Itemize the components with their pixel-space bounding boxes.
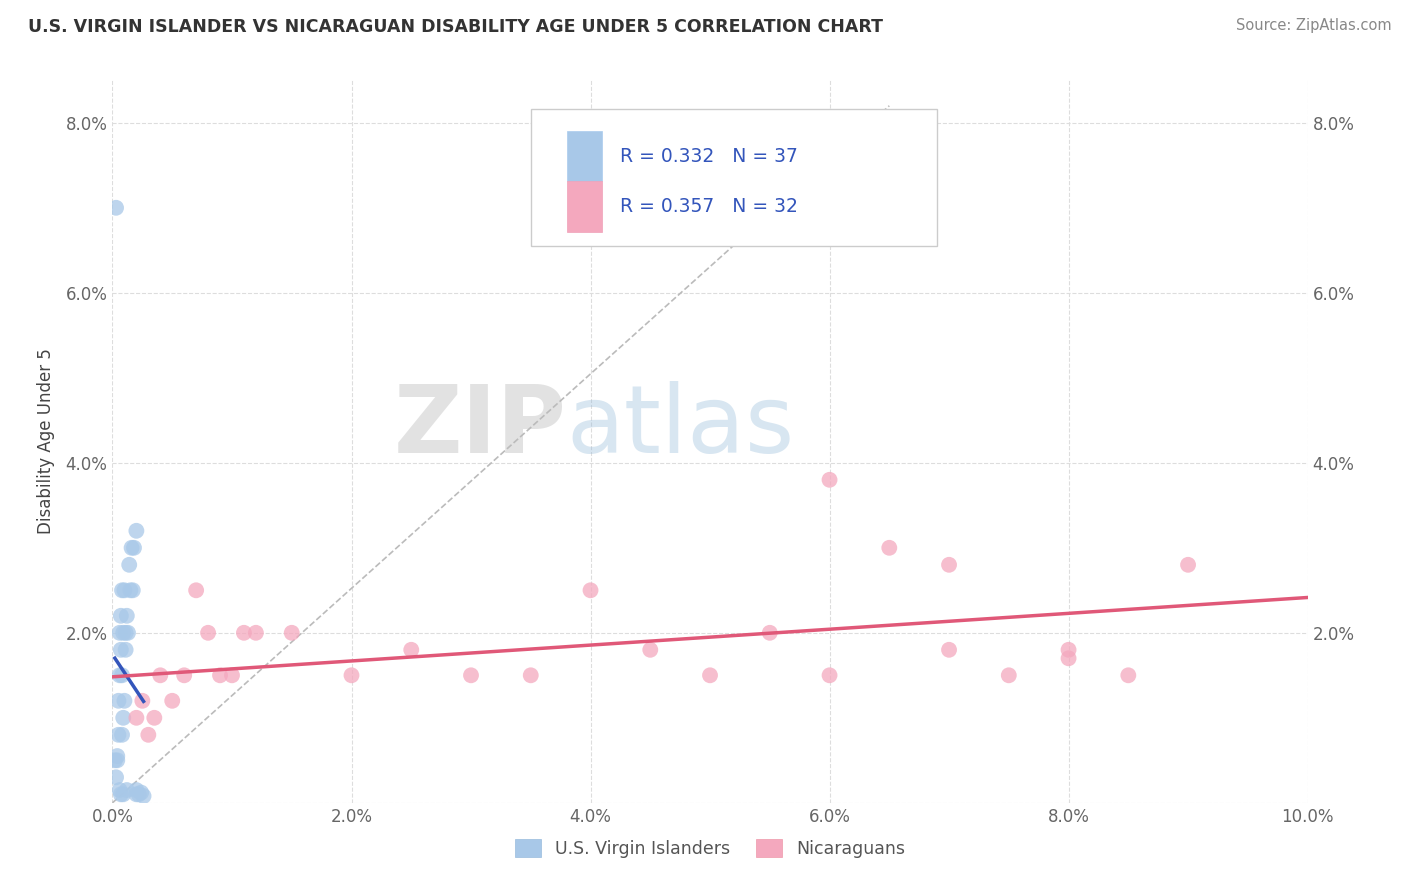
Point — [125, 783, 148, 797]
FancyBboxPatch shape — [567, 181, 603, 232]
Point — [209, 668, 232, 682]
Point — [149, 668, 172, 682]
Point — [938, 642, 960, 657]
Point — [114, 694, 135, 708]
Point — [1057, 651, 1080, 665]
Point — [460, 668, 482, 682]
Point — [129, 786, 152, 800]
Point — [128, 787, 150, 801]
Point — [108, 625, 131, 640]
Point — [138, 728, 160, 742]
Text: R = 0.357   N = 32: R = 0.357 N = 32 — [620, 197, 799, 216]
Point — [1177, 558, 1199, 572]
Point — [125, 711, 148, 725]
Text: U.S. VIRGIN ISLANDER VS NICARAGUAN DISABILITY AGE UNDER 5 CORRELATION CHART: U.S. VIRGIN ISLANDER VS NICARAGUAN DISAB… — [28, 18, 883, 36]
FancyBboxPatch shape — [567, 131, 603, 181]
Point — [104, 753, 127, 767]
Point — [640, 642, 662, 657]
Point — [818, 473, 841, 487]
Point — [998, 668, 1021, 682]
Point — [122, 541, 145, 555]
Point — [111, 668, 134, 682]
Point — [112, 711, 135, 725]
Legend: U.S. Virgin Islanders, Nicaraguans: U.S. Virgin Islanders, Nicaraguans — [506, 830, 914, 866]
Point — [143, 711, 166, 725]
FancyBboxPatch shape — [531, 109, 938, 246]
Point — [105, 770, 128, 784]
Point — [1118, 668, 1140, 682]
Point — [120, 583, 142, 598]
Point — [117, 625, 139, 640]
Point — [110, 642, 132, 657]
Point — [110, 787, 132, 801]
Point — [132, 789, 155, 803]
Point — [340, 668, 363, 682]
Text: atlas: atlas — [567, 381, 794, 473]
Point — [105, 753, 128, 767]
Point — [121, 541, 143, 555]
Point — [107, 694, 129, 708]
Point — [245, 625, 267, 640]
Point — [114, 583, 135, 598]
Point — [186, 583, 208, 598]
Point — [108, 783, 131, 797]
Point — [107, 728, 129, 742]
Point — [121, 583, 143, 598]
Point — [118, 558, 141, 572]
Point — [125, 524, 148, 538]
Point — [879, 541, 901, 555]
Y-axis label: Disability Age Under 5: Disability Age Under 5 — [37, 349, 55, 534]
Point — [115, 608, 138, 623]
Point — [233, 625, 256, 640]
Point — [112, 625, 135, 640]
Point — [114, 642, 136, 657]
Point — [112, 787, 135, 801]
Point — [105, 749, 128, 764]
Point — [115, 783, 138, 797]
Point — [162, 694, 183, 708]
Point — [114, 625, 136, 640]
Point — [221, 668, 243, 682]
Point — [520, 668, 543, 682]
Point — [938, 558, 960, 572]
Point — [401, 642, 423, 657]
Point — [759, 625, 782, 640]
Point — [111, 583, 134, 598]
Point — [699, 668, 721, 682]
Point — [111, 728, 134, 742]
Point — [818, 668, 841, 682]
Point — [1057, 642, 1080, 657]
Point — [108, 668, 131, 682]
Point — [173, 668, 195, 682]
Point — [105, 201, 128, 215]
Text: ZIP: ZIP — [394, 381, 567, 473]
Text: R = 0.332   N = 37: R = 0.332 N = 37 — [620, 146, 799, 166]
Point — [197, 625, 219, 640]
Point — [131, 694, 153, 708]
Point — [281, 625, 304, 640]
Point — [125, 787, 148, 801]
Point — [110, 608, 132, 623]
Point — [579, 583, 602, 598]
Text: Source: ZipAtlas.com: Source: ZipAtlas.com — [1236, 18, 1392, 33]
